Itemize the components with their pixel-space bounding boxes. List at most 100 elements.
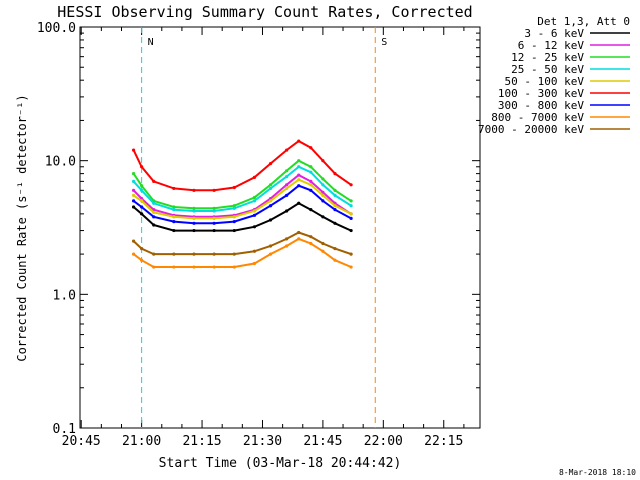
data-point xyxy=(152,179,156,183)
data-point xyxy=(309,179,313,183)
data-point xyxy=(152,215,156,219)
x-tick-label: 21:15 xyxy=(182,434,221,449)
data-point xyxy=(152,265,156,269)
data-point xyxy=(140,165,144,169)
x-tick-label: 22:00 xyxy=(364,434,403,449)
data-point xyxy=(140,184,144,188)
data-point xyxy=(152,252,156,256)
data-point xyxy=(172,186,176,191)
legend-label: 12 - 25 keV xyxy=(511,51,584,64)
data-point xyxy=(212,216,216,220)
data-point xyxy=(297,165,301,169)
y-tick-label: 100.0 xyxy=(37,21,76,36)
data-point xyxy=(321,159,325,163)
y-tick-label: 0.1 xyxy=(53,422,76,437)
data-point xyxy=(297,184,301,188)
data-point xyxy=(285,186,289,191)
data-point xyxy=(131,193,136,197)
data-point xyxy=(131,179,136,183)
legend-label: 100 - 300 keV xyxy=(498,87,584,100)
data-point xyxy=(268,186,273,191)
data-point xyxy=(232,206,236,210)
data-point xyxy=(152,223,156,227)
legend-label: 6 - 12 keV xyxy=(518,39,585,52)
data-point xyxy=(268,204,273,208)
data-point xyxy=(349,216,353,220)
data-point xyxy=(333,188,337,192)
data-point xyxy=(285,209,289,213)
data-point xyxy=(172,215,176,219)
data-point xyxy=(131,148,136,152)
data-point xyxy=(212,188,216,192)
data-point xyxy=(285,244,289,248)
data-point xyxy=(232,185,236,190)
y-tick-label: 10.0 xyxy=(45,155,76,170)
data-point xyxy=(309,165,313,169)
data-point xyxy=(349,265,353,269)
series-line xyxy=(132,231,352,256)
data-point xyxy=(252,195,257,200)
legend-title: Det 1,3, Att 0 xyxy=(537,15,630,28)
data-point xyxy=(297,159,301,163)
data-point xyxy=(152,201,156,205)
legend-label: 3 - 6 keV xyxy=(524,27,584,40)
data-point xyxy=(297,178,301,182)
x-tick-label: 22:15 xyxy=(424,434,463,449)
data-point xyxy=(333,258,337,262)
data-point xyxy=(131,172,136,176)
data-point xyxy=(285,169,289,173)
data-point xyxy=(131,188,136,192)
annotation-label: S xyxy=(381,37,387,48)
data-point xyxy=(172,208,176,212)
data-point xyxy=(321,199,325,203)
data-point xyxy=(333,193,337,197)
data-point xyxy=(252,199,257,203)
data-point xyxy=(297,139,301,143)
data-point xyxy=(309,146,313,150)
data-point xyxy=(252,225,257,229)
data-point xyxy=(232,228,236,233)
data-point xyxy=(212,221,216,225)
data-point xyxy=(297,173,301,177)
data-point xyxy=(232,220,236,224)
data-point xyxy=(140,212,144,216)
data-point xyxy=(285,148,289,152)
data-point xyxy=(192,228,196,233)
legend-label: 7000 - 20000 keV xyxy=(478,123,584,136)
x-axis-label: Start Time (03-Mar-18 20:44:42) xyxy=(159,456,402,471)
data-point xyxy=(321,249,325,253)
data-point xyxy=(309,170,313,174)
data-point xyxy=(232,204,236,208)
data-point xyxy=(321,215,325,219)
data-point xyxy=(268,218,273,222)
data-point xyxy=(140,188,144,192)
data-point xyxy=(349,204,353,208)
data-point xyxy=(172,228,176,233)
data-point xyxy=(268,162,273,166)
data-point xyxy=(349,252,353,256)
data-point xyxy=(333,246,337,251)
x-tick-label: 21:00 xyxy=(122,434,161,449)
data-point xyxy=(212,228,216,233)
data-point xyxy=(333,221,337,225)
data-point xyxy=(192,221,196,225)
data-point xyxy=(252,261,257,266)
data-point xyxy=(252,209,257,213)
data-point xyxy=(285,183,289,187)
y-tick-label: 1.0 xyxy=(53,288,76,303)
data-point xyxy=(268,199,273,203)
data-point xyxy=(212,252,216,256)
plot-frame xyxy=(79,26,481,429)
data-point xyxy=(212,209,216,213)
data-point xyxy=(212,206,216,210)
data-point xyxy=(252,213,257,217)
data-point xyxy=(321,241,325,246)
data-point xyxy=(309,235,313,239)
data-point xyxy=(172,205,176,209)
data-point xyxy=(152,210,156,215)
data-point xyxy=(309,241,313,246)
x-tick-label: 21:30 xyxy=(243,434,282,449)
data-point xyxy=(232,215,236,219)
data-point xyxy=(297,230,301,235)
y-axis-label: Corrected Count Rate (s⁻¹ detector⁻¹) xyxy=(15,94,29,361)
